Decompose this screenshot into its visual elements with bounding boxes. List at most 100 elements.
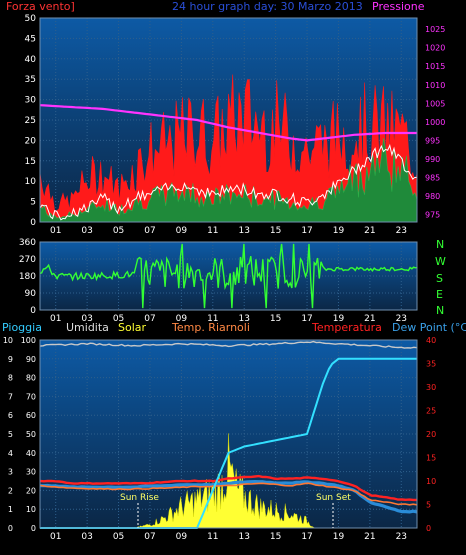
pressure-y-tick: 1010 [425,81,445,90]
temperature-y-tick: 35 [426,360,436,369]
x-tick-label: 01 [50,532,61,542]
wind-y-tick: 40 [25,55,37,65]
x-tick-label: 19 [333,314,345,324]
rain-y-tick: 7 [8,392,13,401]
wind-plot-border [39,17,418,223]
rain-y-tick: 1 [8,505,13,514]
x-tick-label: 07 [144,226,155,236]
legend-solar: Solar [118,321,147,334]
compass-n-top: N [436,238,444,251]
rain-y-tick: 0 [8,524,13,533]
x-tick-label: 11 [207,226,218,236]
temperature-y-tick: 0 [426,524,431,533]
x-tick-label: 07 [144,532,155,542]
x-tick-label: 01 [50,314,61,324]
x-tick-label: 11 [207,532,218,542]
x-tick-label: 17 [301,314,312,324]
direction-y-tick: 360 [19,238,36,248]
rain-y-tick: 5 [8,430,13,439]
rain-y-tick: 9 [8,355,13,364]
humidity-y-tick: 40 [26,449,36,458]
pressure-y-tick: 1025 [425,25,445,34]
x-tick-label: 07 [144,314,155,324]
x-tick-label: 11 [207,314,218,324]
x-tick-label: 23 [396,226,407,236]
wind-y-tick: 0 [30,218,36,228]
direction-y-tick: 0 [30,306,36,316]
series-wind-smoothed [39,143,418,221]
series-wind-direction [39,243,418,309]
wind-y-tick: 45 [25,34,36,44]
direction-y-tick: 180 [19,272,36,282]
x-tick-label: 09 [176,314,188,324]
rain-y-tick: 10 [3,336,13,345]
wind-y-tick: 20 [25,136,37,146]
series-temperature [39,474,417,502]
pressure-y-tick: 975 [425,211,440,220]
compass-n-bottom: N [436,304,444,317]
direction-plot-area [40,242,417,310]
humidity-y-tick: 100 [21,336,36,345]
series-solar [134,433,315,529]
rain-y-tick: 8 [8,374,13,383]
series-humidity [39,340,418,349]
temperature-y-tick: 30 [426,383,436,392]
humidity-y-tick: 60 [26,411,36,420]
wind-y-tick: 10 [25,177,37,187]
x-tick-label: 03 [81,226,92,236]
x-tick-label: 01 [50,226,61,236]
x-tick-label: 13 [238,226,249,236]
wind-y-tick: 15 [25,157,36,167]
legend-dewpoint: Dew Point (°C) [392,321,466,334]
rain-y-tick: 3 [8,468,13,477]
temperature-y-tick: 15 [426,454,436,463]
humidity-y-tick: 30 [26,468,36,477]
direction-y-tick: 270 [19,255,36,265]
x-tick-label: 19 [333,532,345,542]
x-tick-label: 13 [238,532,249,542]
temperature-y-tick: 40 [426,336,436,345]
temperature-plot-border [39,339,418,529]
x-tick-label: 17 [301,226,312,236]
x-tick-label: 05 [113,226,124,236]
pressure-y-tick: 1020 [425,44,445,53]
humidity-y-tick: 10 [26,505,36,514]
series-wind-gust [39,74,418,223]
x-tick-label: 15 [270,226,281,236]
x-tick-label: 09 [176,226,188,236]
x-tick-label: 19 [333,226,345,236]
wind-y-tick: 30 [25,96,37,106]
wind-y-tick: 50 [25,14,37,24]
x-tick-label: 13 [238,314,249,324]
compass-e: E [436,288,443,301]
pressure-y-tick: 990 [425,155,440,164]
pressure-y-tick: 980 [425,192,440,201]
pressure-y-tick: 1000 [425,118,445,127]
x-tick-label: 15 [270,314,281,324]
x-tick-label: 05 [113,314,124,324]
pressure-y-tick: 1015 [425,62,445,71]
direction-y-tick: 90 [25,289,37,299]
x-tick-label: 15 [270,532,281,542]
x-tick-label: 09 [176,532,188,542]
x-tick-label: 21 [364,314,375,324]
wind-label: Forza vento] [6,0,75,13]
x-tick-label: 23 [396,532,407,542]
wind-y-tick: 25 [25,116,36,126]
temperature-y-tick: 25 [426,407,436,416]
pressure-label: Pressione [372,0,425,13]
legend-rain: Pioggia [2,321,42,334]
direction-plot-border [39,241,418,311]
series-pressure [39,104,417,142]
x-tick-label: 23 [396,314,407,324]
temperature-y-tick: 20 [426,430,436,439]
sunset-label: Sun Set [316,493,351,503]
pressure-y-tick: 995 [425,136,440,145]
x-tick-label: 21 [364,226,375,236]
x-tick-label: 05 [113,532,124,542]
rain-y-tick: 6 [8,411,13,420]
humidity-y-tick: 0 [31,524,36,533]
humidity-y-tick: 70 [26,392,36,401]
